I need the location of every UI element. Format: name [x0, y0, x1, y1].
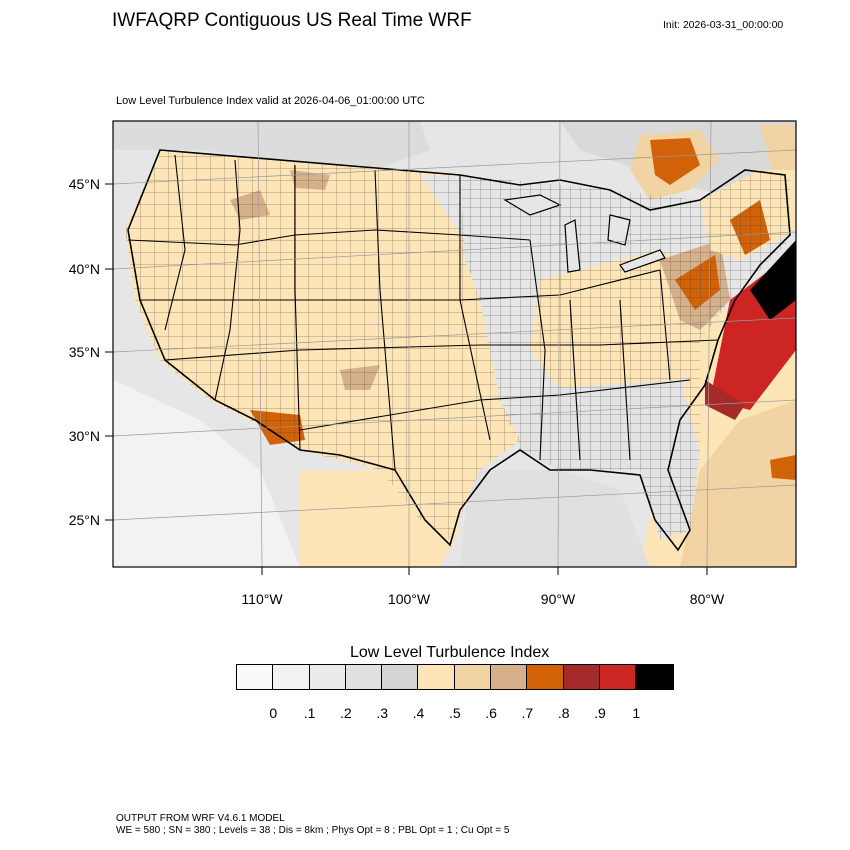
colorbar-swatch-6 [454, 665, 492, 689]
colorbar-label-2: .2 [340, 705, 352, 721]
county-lines-west [125, 150, 520, 540]
map-field [113, 121, 796, 567]
colorbar-label-6: .6 [485, 705, 497, 721]
map-frame [112, 120, 797, 568]
colorbar-swatch-9 [563, 665, 600, 689]
footer-config: WE = 580 ; SN = 380 ; Levels = 38 ; Dis … [116, 825, 510, 836]
lake-erie [619, 249, 666, 273]
colorbar-label-9: .9 [594, 705, 606, 721]
lat-label-45n: 45°N [68, 176, 100, 192]
county-lines-east [460, 170, 790, 540]
init-time: Init: 2026-03-31_00:00:00 [663, 19, 784, 31]
lon-label-110w: 110°W [241, 591, 283, 607]
colorbar-label-7: .7 [521, 705, 534, 721]
colorbar-title: Low Level Turbulence Index [350, 644, 550, 661]
colorbar-label-4: .4 [412, 705, 425, 721]
lon-label-90w: 90°W [540, 591, 576, 607]
colorbar-swatch-7 [491, 665, 528, 689]
map-title: IWFAQRP Contiguous US Real Time WRF [112, 10, 472, 31]
colorbar-swatch-3 [345, 665, 383, 689]
lake-superior [503, 194, 562, 216]
lake-michigan [564, 219, 581, 273]
colorbar-swatch-8 [527, 665, 564, 689]
colorbar-swatch-4 [382, 665, 419, 689]
lat-label-30n: 30°N [68, 428, 100, 444]
colorbar-swatch-1 [273, 665, 310, 689]
field-mexico [113, 380, 300, 567]
colorbar-swatch-2 [309, 665, 346, 689]
colorbar-swatch-10 [599, 665, 637, 689]
us-outline [127, 149, 791, 552]
lon-label-100w: 100°W [387, 591, 431, 607]
colorbar-label-8: .8 [557, 705, 570, 721]
colorbar-label-5: .5 [448, 705, 461, 721]
lat-label-40n: 40°N [68, 261, 100, 277]
axis-ticks [105, 183, 708, 575]
colorbar-label-1: .1 [303, 705, 316, 721]
map-subtitle: Low Level Turbulence Index valid at 2026… [116, 95, 425, 107]
footer-model: OUTPUT FROM WRF V4.6.1 MODEL [116, 813, 285, 824]
colorbar-label-3: .3 [376, 705, 389, 721]
colorbar-swatch-11 [636, 665, 673, 689]
state-lines [127, 154, 719, 471]
colorbar [236, 664, 674, 690]
lake-huron [607, 214, 631, 246]
field-gulf [460, 470, 650, 567]
colorbar-swatch-5 [418, 665, 455, 689]
colorbar-swatch-0 [237, 665, 274, 689]
lat-label-35n: 35°N [68, 344, 100, 360]
colorbar-label-0: 0 [269, 705, 278, 721]
graticule [113, 121, 796, 567]
lon-label-80w: 80°W [689, 591, 725, 607]
lat-label-25n: 25°N [68, 512, 100, 528]
colorbar-label-10: 1 [632, 705, 641, 721]
